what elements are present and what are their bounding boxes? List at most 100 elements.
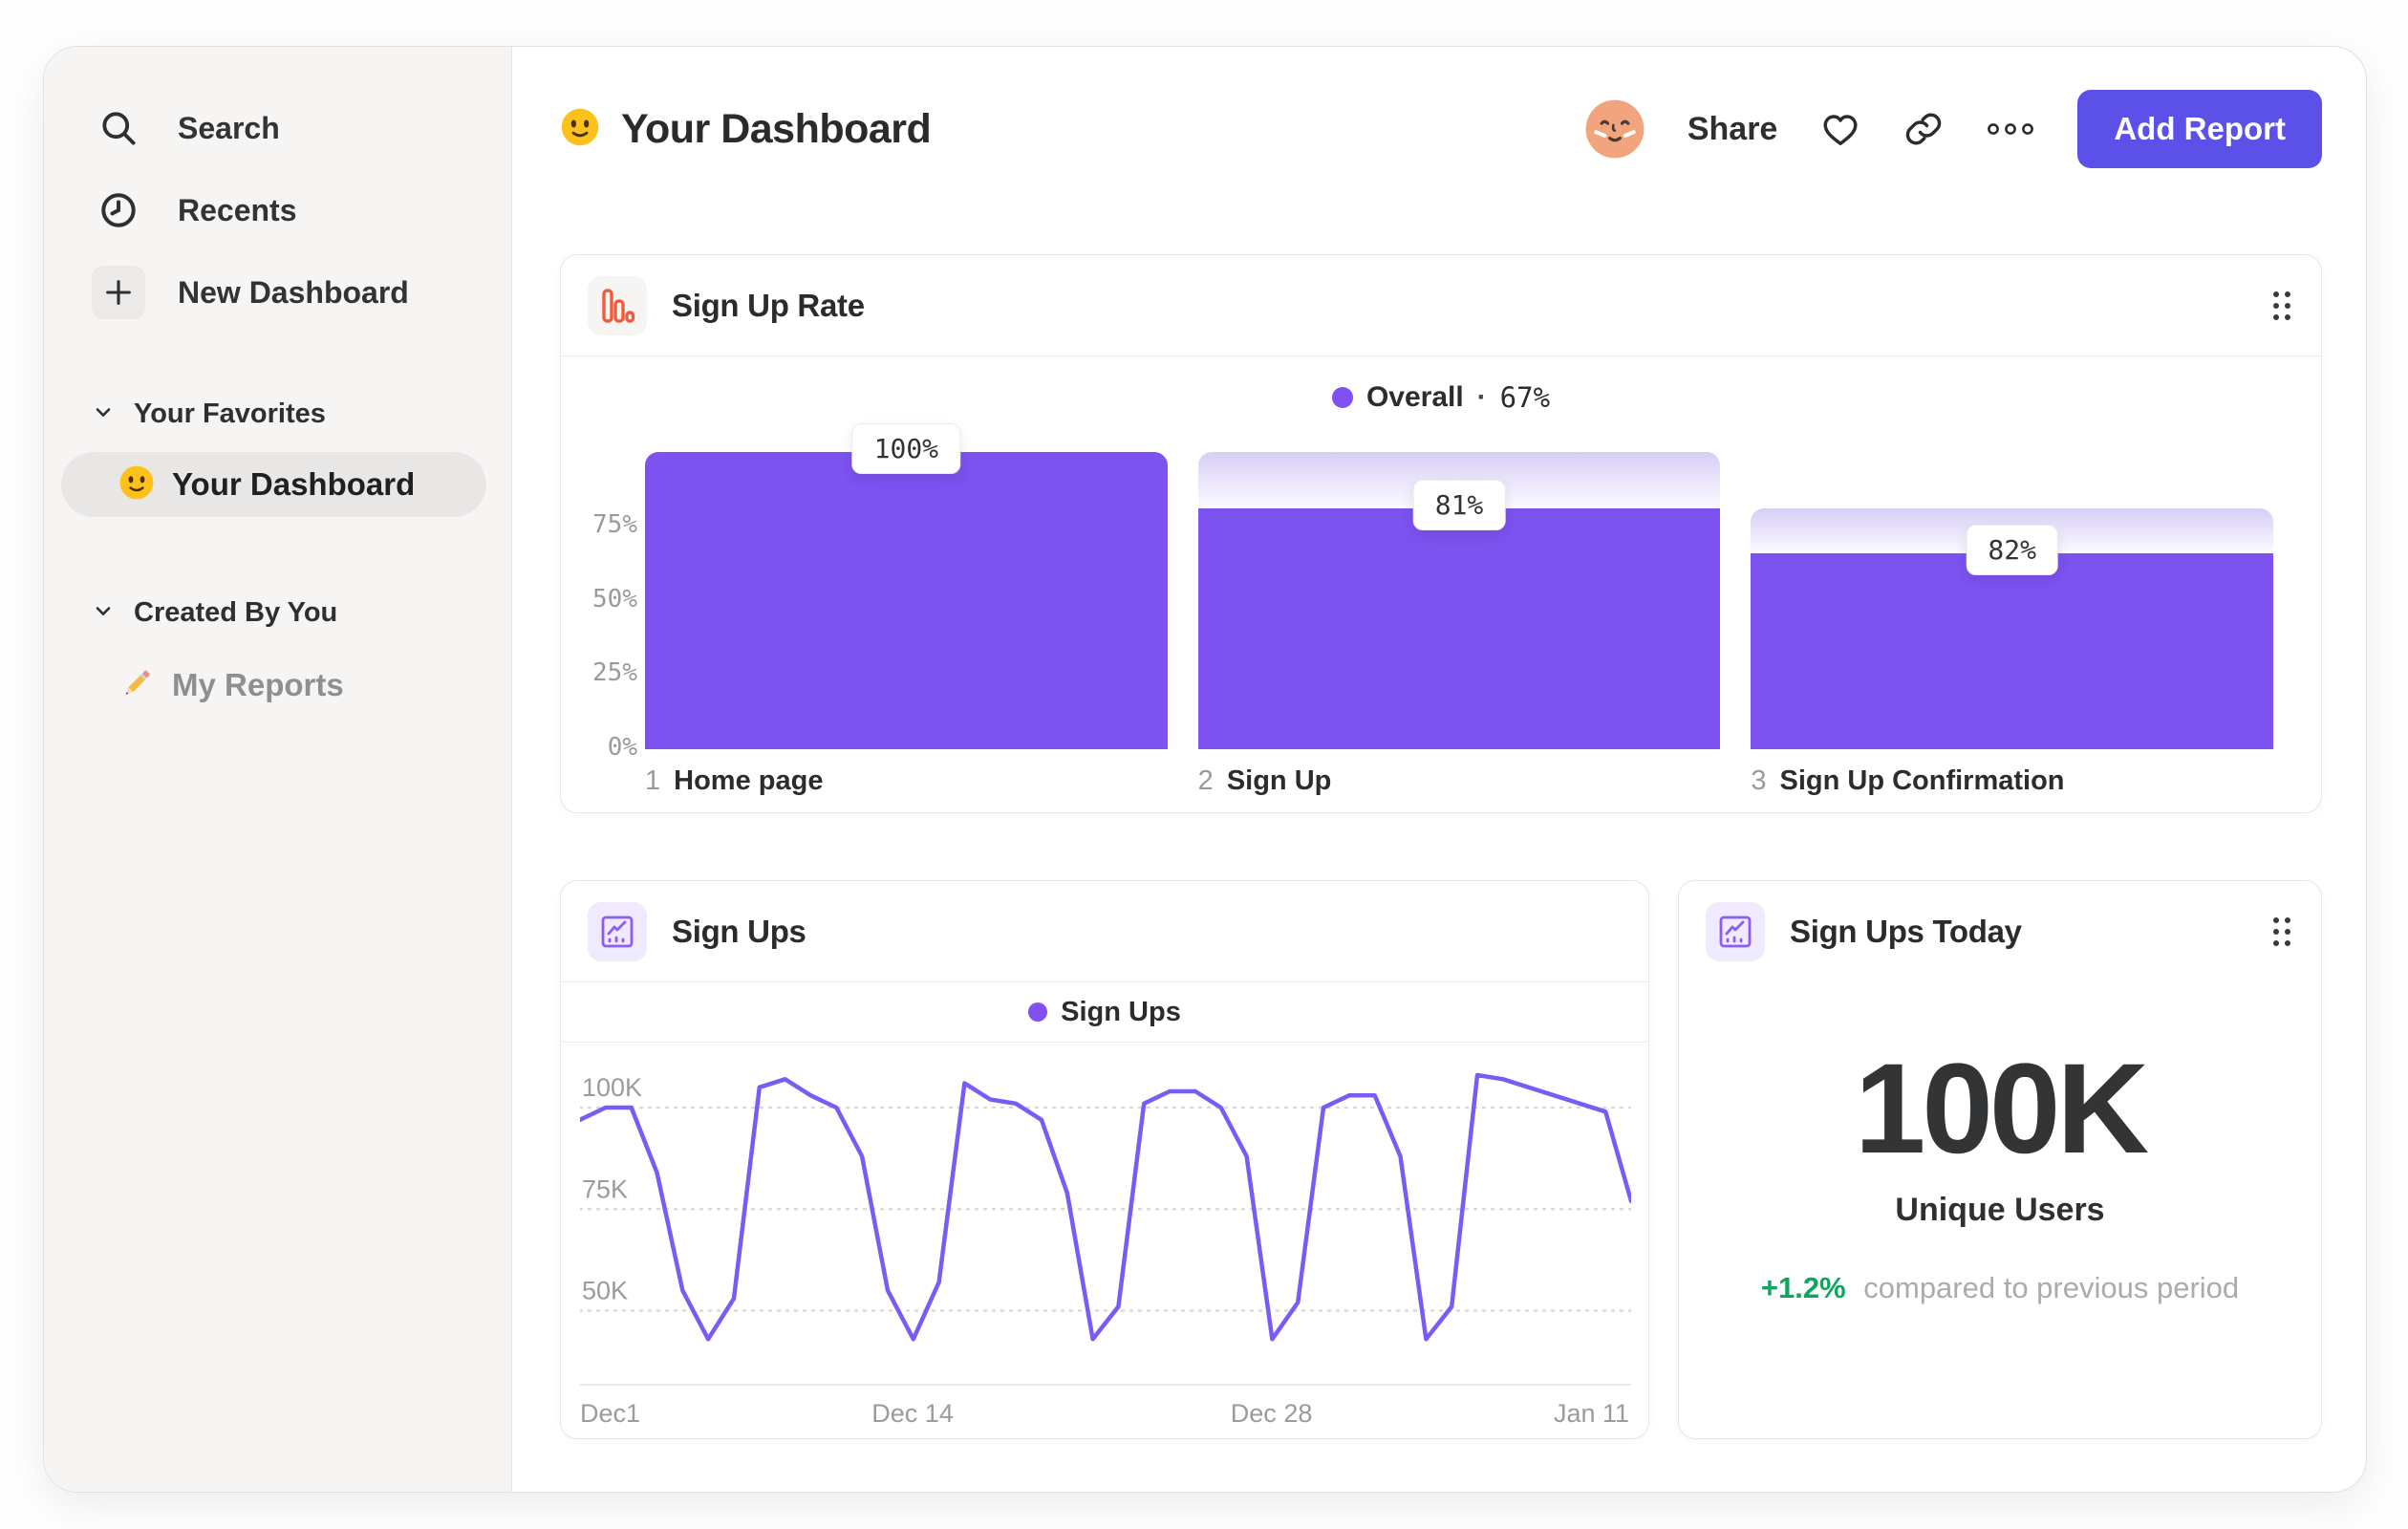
legend-dot [1331, 387, 1353, 408]
sidebar-section-favorites[interactable]: Your Favorites [44, 385, 511, 442]
funnel-chart-body: Overall · 67% 0% 25% 50% 75% 100% 81% 82% 1 Ho… [561, 356, 2321, 813]
sidebar-item-my-reports[interactable]: My Reports [44, 655, 511, 716]
favorites-header-label: Your Favorites [134, 398, 326, 429]
sidebar-item-search[interactable]: Search [44, 87, 511, 169]
sign-ups-today-header: Sign Ups Today [1679, 881, 2321, 982]
stat-label: Unique Users [1895, 1192, 2105, 1228]
sidebar-item-your-dashboard[interactable]: Your Dashboard [61, 452, 486, 517]
legend-label: Sign Ups [1061, 996, 1181, 1027]
line-chart: 100K 75K 50K [580, 1043, 1631, 1386]
x-axis-tick: Dec 14 [871, 1399, 954, 1428]
stat-value: 100K [1854, 1038, 2149, 1180]
chevron-down-icon [92, 400, 115, 428]
funnel-value-tooltip: 100% [851, 423, 961, 474]
funnel-bar-sign-up[interactable]: 81% [1197, 452, 1721, 749]
clock-icon [92, 183, 145, 237]
funnel-chart: 0% 25% 50% 75% 100% 81% 82% [590, 423, 2274, 762]
pencil-emoji [118, 665, 155, 706]
y-axis-tick: 50% [592, 584, 637, 614]
funnel-step-label: 2 Sign Up [1198, 765, 1721, 797]
smiley-emoji [118, 464, 155, 506]
line-legend: Sign Ups [561, 982, 1648, 1043]
funnel-y-axis: 0% 25% 50% 75% [590, 452, 645, 762]
sidebar-item-label: Recents [178, 192, 297, 227]
app-window: Search Recents New Dashboard [43, 46, 2367, 1493]
sidebar-item-label: Search [178, 110, 280, 145]
stat-body: 100K Unique Users +1.2% compared to prev… [1679, 1036, 2321, 1305]
created-header-label: Created By You [134, 596, 338, 628]
line-chart-icon [1706, 902, 1765, 961]
sign-ups-series-line [580, 1072, 1631, 1342]
line-x-axis: Dec1 Dec 14 Dec 28 Jan 11 [580, 1384, 1629, 1439]
legend-separator: · [1476, 381, 1487, 413]
legend-dot [1028, 1002, 1048, 1022]
y-axis-tick: 25% [592, 658, 637, 688]
delta-note: compared to previous period [1863, 1271, 2240, 1304]
funnel-value-tooltip: 81% [1412, 480, 1506, 531]
share-button[interactable]: Share [1687, 110, 1778, 147]
funnel-value-tooltip: 82% [1966, 524, 2058, 575]
card-title: Sign Ups Today [1790, 914, 2022, 949]
y-axis-tick: 75% [592, 509, 637, 539]
avatar[interactable] [1584, 98, 1645, 160]
link-icon[interactable] [1903, 109, 1944, 149]
step-number: 2 [1197, 765, 1214, 796]
sidebar-section-created[interactable]: Created By You [44, 584, 511, 641]
legend-value: 67% [1499, 381, 1551, 414]
sidebar-item-label: My Reports [172, 667, 344, 702]
step-number: 3 [1751, 765, 1767, 796]
funnel-bar-sign-up-confirmation[interactable]: 82% [1751, 452, 2274, 749]
legend-label: Overall [1365, 381, 1464, 413]
sign-up-rate-card-header: Sign Up Rate [561, 255, 2321, 356]
y-axis-tick: 75K [582, 1174, 628, 1203]
step-name: Sign Up [1226, 765, 1332, 796]
drag-handle-icon[interactable] [2269, 287, 2294, 325]
y-axis-tick: 0% [607, 733, 637, 762]
step-number: 1 [645, 765, 661, 796]
chevron-down-icon [92, 599, 115, 627]
stat-delta: +1.2% compared to previous period [1679, 1271, 2321, 1305]
delta-percent: +1.2% [1760, 1271, 1846, 1304]
step-name: Sign Up Confirmation [1779, 765, 2065, 796]
funnel-step-labels: 1 Home page 2 Sign Up 3 Sign Up Confirmation [590, 765, 2273, 797]
sidebar: Search Recents New Dashboard [44, 47, 512, 1492]
funnel-step-label: 1 Home page [645, 765, 1168, 797]
smiley-emoji [560, 107, 600, 152]
sign-ups-card: Sign Ups Sign Ups 100K 75K 50K Dec1 Dec 14 D… [560, 880, 1649, 1439]
sidebar-item-label: New Dashboard [178, 274, 409, 310]
card-title: Sign Up Rate [672, 287, 865, 323]
sidebar-item-recents[interactable]: Recents [44, 169, 511, 251]
page-title-group: Your Dashboard [560, 105, 932, 153]
funnel-bar-fill [1751, 552, 2274, 749]
dashboard-header: Your Dashboard Sha [560, 47, 2322, 211]
search-icon [92, 101, 145, 155]
funnel-chart-icon [588, 275, 647, 335]
y-axis-tick: 100K [582, 1073, 642, 1102]
line-chart-icon [588, 901, 647, 961]
step-name: Home page [674, 765, 824, 796]
funnel-bar-fill [1197, 508, 1721, 749]
x-axis-tick: Dec1 [580, 1399, 641, 1428]
funnel-bars: 100% 81% 82% [645, 423, 2274, 749]
header-actions: Share [1584, 90, 2322, 168]
funnel-step-label: 3 Sign Up Confirmation [1751, 765, 2273, 797]
sign-ups-today-card: Sign Ups Today 100K Unique Users [1678, 880, 2322, 1439]
ellipsis-icon[interactable] [1986, 118, 2035, 140]
line-chart-svg: 100K 75K 50K [580, 1072, 1631, 1386]
sidebar-item-label: Your Dashboard [172, 466, 416, 502]
heart-icon[interactable] [1819, 108, 1861, 150]
main-area: Your Dashboard Sha [512, 47, 2366, 1492]
add-report-button[interactable]: Add Report [2077, 90, 2322, 168]
x-axis-tick: Jan 11 [1553, 1399, 1629, 1428]
funnel-bar-fill [645, 452, 1168, 749]
bottom-row: Sign Ups Sign Ups 100K 75K 50K Dec1 Dec 14 D… [560, 880, 2322, 1439]
sign-ups-card-header: Sign Ups [561, 881, 1648, 982]
y-axis-tick: 50K [582, 1277, 628, 1305]
x-axis-tick: Dec 28 [1230, 1399, 1313, 1428]
card-title: Sign Ups [672, 913, 806, 949]
sidebar-item-new-dashboard[interactable]: New Dashboard [44, 251, 511, 334]
drag-handle-icon[interactable] [2269, 913, 2294, 951]
page-title: Your Dashboard [621, 105, 932, 152]
funnel-bar-home-page[interactable]: 100% [645, 423, 1168, 749]
